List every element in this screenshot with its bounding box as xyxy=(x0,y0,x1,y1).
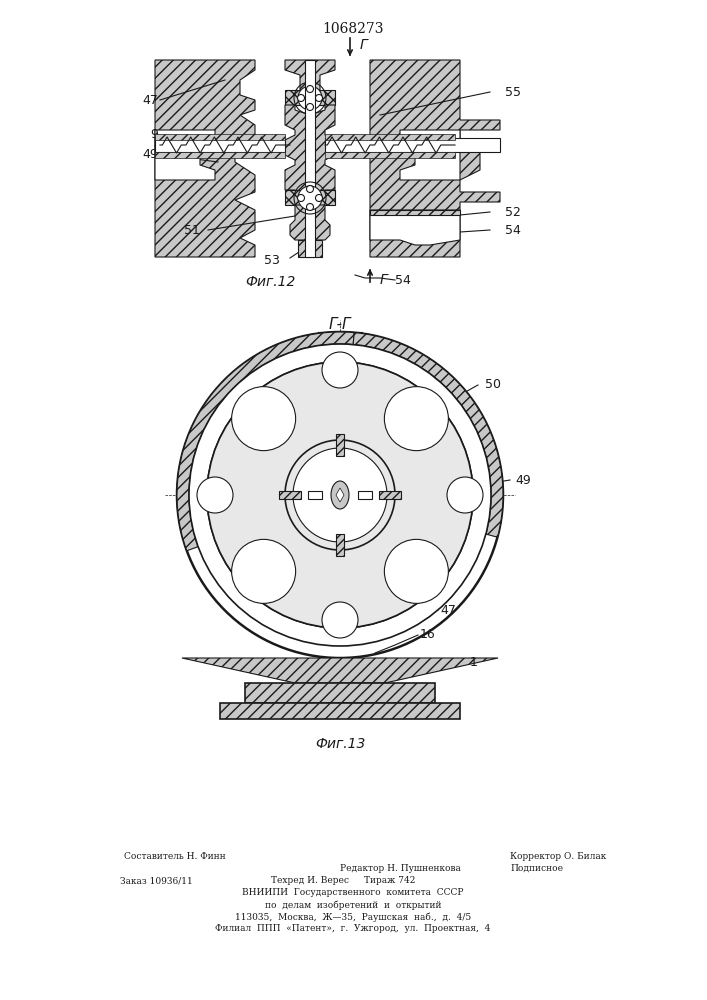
Wedge shape xyxy=(354,333,503,537)
Text: Филиал  ППП  «Патент»,  г.  Ужгород,  ул.  Проектная,  4: Филиал ППП «Патент», г. Ужгород, ул. Про… xyxy=(216,924,491,933)
Circle shape xyxy=(298,186,322,210)
Circle shape xyxy=(315,95,322,102)
Bar xyxy=(325,152,455,158)
Circle shape xyxy=(322,602,358,638)
Text: 54: 54 xyxy=(395,273,411,286)
Text: 1068273: 1068273 xyxy=(322,22,384,36)
Text: Подписное: Подписное xyxy=(510,864,563,873)
Circle shape xyxy=(207,362,473,628)
Circle shape xyxy=(293,448,387,542)
Bar xyxy=(325,138,500,152)
Circle shape xyxy=(298,95,305,102)
Circle shape xyxy=(307,204,313,211)
Bar xyxy=(325,134,455,140)
Bar xyxy=(308,491,322,499)
Polygon shape xyxy=(298,240,322,257)
Circle shape xyxy=(298,194,305,202)
Circle shape xyxy=(197,477,233,513)
Polygon shape xyxy=(370,210,460,245)
Text: 55: 55 xyxy=(505,86,521,99)
Text: 9: 9 xyxy=(150,128,158,141)
Polygon shape xyxy=(400,130,460,180)
Text: 53: 53 xyxy=(264,253,280,266)
Circle shape xyxy=(207,362,473,628)
Polygon shape xyxy=(245,683,435,703)
Circle shape xyxy=(232,539,296,603)
Text: Заказ 10936/11: Заказ 10936/11 xyxy=(120,876,193,885)
Circle shape xyxy=(385,539,448,603)
Circle shape xyxy=(189,344,491,646)
Polygon shape xyxy=(370,210,460,215)
Polygon shape xyxy=(370,60,500,257)
Text: 50: 50 xyxy=(485,378,501,391)
Text: 16: 16 xyxy=(420,629,436,642)
Bar xyxy=(155,138,285,152)
Polygon shape xyxy=(220,703,460,719)
Bar xyxy=(155,134,285,140)
Text: 47: 47 xyxy=(142,94,158,106)
Circle shape xyxy=(315,194,322,202)
Circle shape xyxy=(322,352,358,388)
Text: Редактор Н. Пушненкова: Редактор Н. Пушненкова xyxy=(340,864,461,873)
Text: 1: 1 xyxy=(470,656,478,670)
Text: ВНИИПИ  Государственного  комитета  СССР: ВНИИПИ Государственного комитета СССР xyxy=(243,888,464,897)
Polygon shape xyxy=(155,60,255,257)
Polygon shape xyxy=(285,60,335,90)
Text: Техред И. Верес: Техред И. Верес xyxy=(271,876,349,885)
Polygon shape xyxy=(285,90,335,105)
Wedge shape xyxy=(177,332,354,551)
Bar xyxy=(358,491,372,499)
Text: 113035,  Москва,  Ж—35,  Раушская  наб.,  д.  4/5: 113035, Москва, Ж—35, Раушская наб., д. … xyxy=(235,912,471,922)
Polygon shape xyxy=(285,105,335,200)
Circle shape xyxy=(385,387,448,451)
Circle shape xyxy=(177,332,503,658)
Text: Г: Г xyxy=(360,38,368,52)
Polygon shape xyxy=(285,190,335,205)
Bar xyxy=(155,152,285,158)
Polygon shape xyxy=(279,491,301,499)
Polygon shape xyxy=(379,491,401,499)
Text: 49: 49 xyxy=(515,474,531,487)
Text: 54: 54 xyxy=(505,224,521,236)
Text: 49: 49 xyxy=(142,148,158,161)
Text: 52: 52 xyxy=(505,206,521,219)
Text: 47: 47 xyxy=(440,603,456,616)
Circle shape xyxy=(232,387,296,451)
Polygon shape xyxy=(336,534,344,556)
Circle shape xyxy=(307,86,313,93)
Text: Составитель Н. Финн: Составитель Н. Финн xyxy=(124,852,226,861)
Text: Фиг.12: Фиг.12 xyxy=(245,275,296,289)
Text: Тираж 742: Тираж 742 xyxy=(364,876,416,885)
Polygon shape xyxy=(290,205,330,240)
Text: Корректор О. Билак: Корректор О. Билак xyxy=(510,852,606,861)
Ellipse shape xyxy=(331,481,349,509)
Polygon shape xyxy=(182,658,498,683)
Polygon shape xyxy=(336,434,344,456)
Text: Фиг.13: Фиг.13 xyxy=(315,737,366,751)
Circle shape xyxy=(307,104,313,110)
Polygon shape xyxy=(336,488,344,502)
Text: Г-Г: Г-Г xyxy=(329,317,351,332)
Text: по  делам  изобретений  и  открытий: по делам изобретений и открытий xyxy=(264,900,441,910)
Polygon shape xyxy=(155,130,215,180)
Circle shape xyxy=(447,477,483,513)
Text: Г: Г xyxy=(380,273,387,287)
Circle shape xyxy=(307,186,313,192)
Circle shape xyxy=(285,440,395,550)
Circle shape xyxy=(298,86,322,110)
Bar xyxy=(305,60,315,257)
Text: 51: 51 xyxy=(184,224,200,236)
